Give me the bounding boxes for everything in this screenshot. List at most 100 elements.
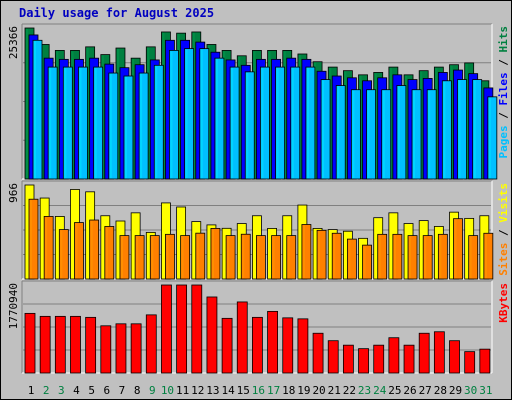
bar-highlight — [333, 234, 336, 278]
bar-pages — [32, 39, 43, 180]
bar-highlight — [215, 59, 218, 179]
bar-pages — [441, 80, 452, 180]
bar-pages — [153, 64, 164, 180]
bar-highlight — [41, 199, 44, 278]
bar-highlight — [484, 234, 487, 278]
bar-kbytes — [252, 316, 263, 374]
bar-highlight — [420, 221, 423, 278]
day-label: 14 — [221, 384, 235, 397]
bar-highlight — [56, 217, 59, 278]
day-label: 1 — [28, 384, 35, 397]
bar-highlight — [120, 236, 123, 278]
bar-highlight — [298, 206, 301, 278]
bar-kbytes — [130, 323, 142, 374]
bar-pages — [366, 89, 376, 180]
bar-highlight — [71, 317, 74, 372]
bar-highlight — [116, 222, 119, 278]
bar-highlight — [151, 236, 154, 278]
bar-highlight — [94, 68, 97, 178]
bar-highlight — [359, 349, 362, 372]
bar-highlight — [318, 72, 321, 178]
bar-sites — [483, 232, 494, 280]
bar-sites — [165, 233, 175, 280]
day-label: 27 — [419, 384, 432, 397]
bar-highlight — [488, 97, 491, 178]
bar-sites — [149, 235, 160, 280]
bar-highlight — [211, 53, 214, 179]
bar-highlight — [177, 286, 180, 372]
bar-highlight — [450, 341, 453, 372]
bar-highlight — [246, 72, 249, 178]
bar-highlight — [473, 80, 476, 178]
bar-pages — [244, 71, 255, 180]
bar-highlight — [56, 317, 59, 372]
bar-highlight — [484, 88, 487, 178]
bar-kbytes — [297, 318, 309, 374]
bar-kbytes — [312, 332, 324, 374]
bar-highlight — [101, 326, 104, 372]
bar-highlight — [450, 213, 453, 278]
bar-highlight — [322, 80, 325, 178]
day-label: 12 — [191, 384, 204, 397]
bar-highlight — [238, 224, 241, 278]
bar-pages — [350, 89, 361, 180]
bar-highlight — [413, 90, 416, 178]
bar-highlight — [151, 60, 154, 178]
bar-highlight — [454, 219, 457, 278]
day-label: 30 — [464, 384, 477, 397]
bar-highlight — [272, 236, 275, 278]
bar-highlight — [276, 68, 279, 178]
bar-sites — [180, 235, 191, 280]
bar-highlight — [207, 297, 210, 372]
bar-highlight — [283, 318, 286, 372]
series-sites — [28, 198, 494, 280]
bar-highlight — [136, 236, 139, 278]
bar-highlight — [86, 192, 89, 278]
bar-pages — [411, 89, 422, 180]
day-label: 25 — [388, 384, 401, 397]
bar-highlight — [242, 235, 245, 278]
day-label: 20 — [312, 384, 325, 397]
axis-title-segment: Pages — [497, 125, 510, 158]
day-label: 21 — [328, 384, 341, 397]
day-label: 15 — [237, 384, 250, 397]
bar-kbytes — [221, 317, 233, 374]
bar-pages — [199, 48, 210, 180]
bar-highlight — [367, 90, 370, 178]
bar-highlight — [393, 235, 396, 278]
bar-kbytes — [464, 351, 476, 374]
bar-kbytes — [282, 317, 294, 374]
bar-pages — [62, 66, 73, 180]
y-max-label: 966 — [7, 183, 20, 203]
bar-highlight — [79, 68, 82, 178]
bar-highlight — [227, 60, 230, 178]
bar-highlight — [454, 71, 457, 178]
day-label: 28 — [434, 384, 447, 397]
bar-pages — [275, 66, 285, 180]
bar-highlight — [291, 68, 294, 178]
axis-title-segment: Hits — [497, 26, 510, 53]
bar-sites — [286, 235, 297, 280]
bar-highlight — [136, 65, 139, 178]
bar-highlight — [333, 77, 336, 178]
day-label: 8 — [134, 384, 141, 397]
bar-highlight — [120, 68, 123, 178]
bar-highlight — [424, 236, 427, 278]
day-label: 19 — [297, 384, 310, 397]
bar-highlight — [41, 317, 44, 372]
day-label: 6 — [103, 384, 110, 397]
bar-highlight — [223, 229, 226, 278]
bar-highlight — [480, 216, 483, 278]
day-label: 16 — [252, 384, 265, 397]
bar-pages — [381, 89, 392, 180]
bar-highlight — [337, 86, 340, 178]
y-max-label: 1770940 — [7, 283, 20, 329]
bar-highlight — [397, 86, 400, 178]
axis-title-segment: / — [497, 106, 510, 126]
bar-kbytes — [342, 344, 354, 374]
bar-highlight — [389, 338, 392, 372]
bar-highlight — [170, 51, 173, 178]
bar-highlight — [34, 41, 36, 179]
